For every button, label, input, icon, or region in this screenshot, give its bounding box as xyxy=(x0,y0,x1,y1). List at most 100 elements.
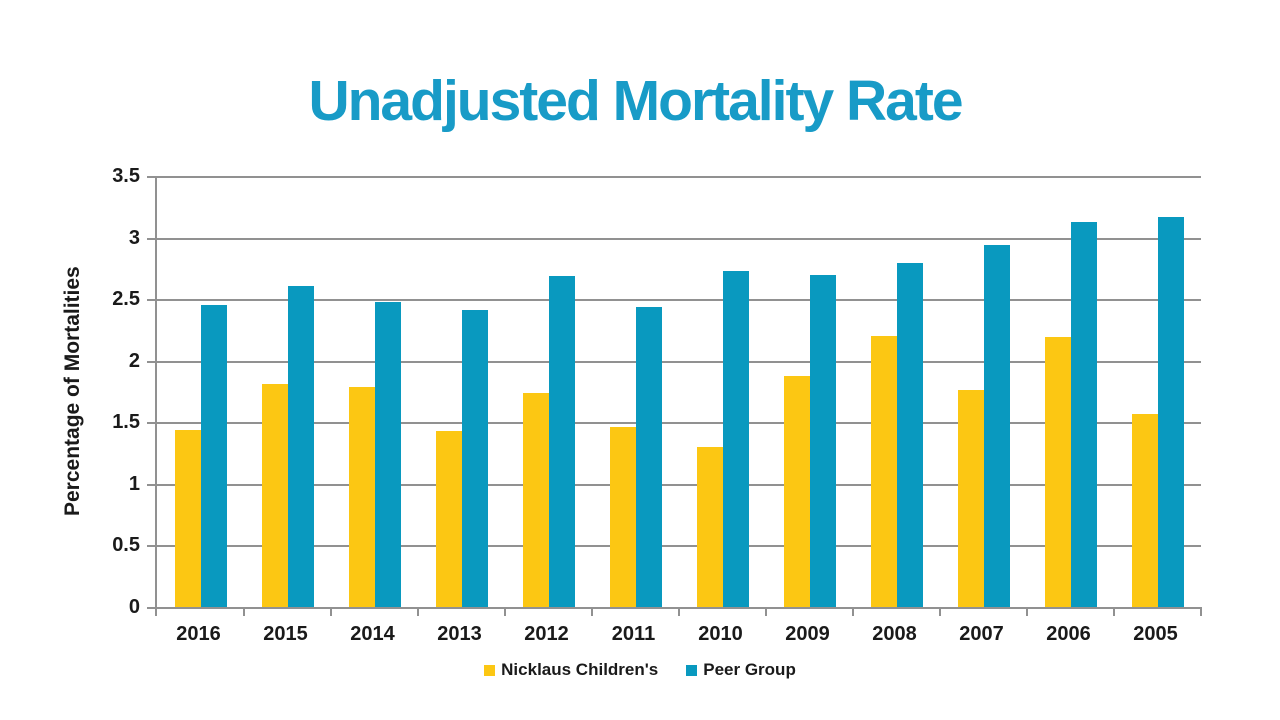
bar-peer-group-2016 xyxy=(200,305,227,607)
x-axis-label-2011: 2011 xyxy=(611,623,656,645)
gridline xyxy=(157,176,1201,178)
legend-swatch-peer-group xyxy=(686,664,698,676)
x-axis-labels: 2016 2015 2014 2013 2012 2011 2010 2009 2008 2007… xyxy=(155,618,1199,650)
x-axis-tick-mark xyxy=(1113,607,1115,616)
legend-swatch-nicklaus-children-s xyxy=(484,664,496,676)
y-axis-tick-mark xyxy=(147,545,157,548)
gridline xyxy=(157,483,1201,486)
bar-nicklaus-children-s-2012 xyxy=(522,392,549,607)
x-axis-tick-mark xyxy=(939,607,941,616)
x-axis-label-2008: 2008 xyxy=(872,623,917,645)
x-axis-label-2013: 2013 xyxy=(437,623,482,645)
bar-group-2010 xyxy=(679,176,766,607)
bar-group-2012 xyxy=(505,176,592,607)
bar-group-2011 xyxy=(592,176,679,607)
x-axis-tick-mark xyxy=(417,607,419,616)
bar-group-2015 xyxy=(244,176,331,607)
x-axis-tick-mark xyxy=(243,607,245,616)
gridline xyxy=(157,237,1201,240)
bar-nicklaus-children-s-2005 xyxy=(1131,413,1158,607)
bar-nicklaus-children-s-2008 xyxy=(870,336,897,607)
gridlines xyxy=(157,176,1201,607)
bar-group-2013 xyxy=(418,176,505,607)
x-axis-label-2010: 2010 xyxy=(698,623,743,645)
y-axis-tick-mark xyxy=(147,176,157,178)
y-axis-tick-mark xyxy=(147,237,157,240)
gridline xyxy=(157,360,1201,363)
x-axis-tick-mark xyxy=(155,607,157,616)
bar-nicklaus-children-s-2007 xyxy=(957,390,984,607)
x-axis-label-2007: 2007 xyxy=(959,623,1004,645)
legend-item-peer-group: Peer Group xyxy=(686,660,796,680)
bar-peer-group-2013 xyxy=(461,310,488,607)
x-axis-label-2014: 2014 xyxy=(350,623,395,645)
bar-groups xyxy=(157,176,1201,607)
bar-nicklaus-children-s-2016 xyxy=(174,429,201,607)
bar-peer-group-2010 xyxy=(722,270,749,607)
legend: Nicklaus Children's Peer Group xyxy=(0,660,1280,680)
x-axis-ticks xyxy=(155,607,1202,616)
y-axis-tick-label: 0.5 xyxy=(112,534,140,557)
chart-title: Unadjusted Mortality Rate xyxy=(308,69,963,133)
x-axis-tick-mark xyxy=(591,607,593,616)
legend-item-nicklaus-children-s: Nicklaus Children's xyxy=(484,660,658,680)
bar-peer-group-2008 xyxy=(896,263,923,607)
x-axis-tick-mark xyxy=(1200,607,1202,616)
y-axis-tick-mark xyxy=(147,360,157,363)
y-axis-tick-mark xyxy=(147,607,157,609)
y-axis-tick-label: 3.5 xyxy=(112,165,140,187)
bar-group-2008 xyxy=(853,176,940,607)
gridline xyxy=(157,299,1201,302)
bar-group-2016 xyxy=(157,176,244,607)
bar-peer-group-2014 xyxy=(374,301,401,607)
y-axis-tick-mark xyxy=(147,422,157,425)
bar-nicklaus-children-s-2011 xyxy=(609,427,636,607)
y-axis-ticks xyxy=(147,176,157,609)
y-axis-tick-label: 2 xyxy=(128,349,140,372)
legend-label-peer-group: Peer Group xyxy=(703,660,796,679)
y-axis-tick-label: 0 xyxy=(128,596,140,618)
legend-label-nicklaus-children-s: Nicklaus Children's xyxy=(501,660,659,679)
y-axis-tick-mark xyxy=(147,483,157,486)
bar-peer-group-2009 xyxy=(809,274,836,607)
bar-group-2014 xyxy=(331,176,418,607)
bar-group-2005 xyxy=(1114,176,1201,607)
y-axis-labels: 3.5 3 2.5 2 1.5 1 0.5 0 xyxy=(60,166,140,617)
bar-nicklaus-children-s-2009 xyxy=(783,375,810,607)
x-axis-label-2015: 2015 xyxy=(263,623,308,645)
x-axis-tick-mark xyxy=(678,607,680,616)
bar-group-2007 xyxy=(940,176,1027,607)
x-axis-tick-mark xyxy=(330,607,332,616)
x-axis-label-2016: 2016 xyxy=(176,623,221,645)
bar-peer-group-2005 xyxy=(1157,216,1184,607)
x-axis-tick-mark xyxy=(765,607,767,616)
bar-nicklaus-children-s-2015 xyxy=(261,384,288,607)
x-axis-tick-mark xyxy=(1026,607,1028,616)
x-axis-label-2009: 2009 xyxy=(785,623,830,645)
x-axis-label-2005: 2005 xyxy=(1133,623,1178,645)
x-axis-label-2012: 2012 xyxy=(524,623,569,645)
bar-group-2006 xyxy=(1027,176,1114,607)
bar-nicklaus-children-s-2014 xyxy=(348,386,375,607)
y-axis-tick-label: 1 xyxy=(128,472,140,495)
y-axis-tick-label: 1.5 xyxy=(112,411,140,434)
bar-group-2009 xyxy=(766,176,853,607)
gridline xyxy=(157,545,1201,548)
bar-nicklaus-children-s-2010 xyxy=(696,446,723,607)
y-axis-tick-label: 3 xyxy=(128,226,140,249)
bar-nicklaus-children-s-2006 xyxy=(1044,337,1071,607)
bar-nicklaus-children-s-2013 xyxy=(435,430,462,607)
bar-peer-group-2011 xyxy=(635,306,662,607)
x-axis-tick-mark xyxy=(852,607,854,616)
bar-peer-group-2006 xyxy=(1070,221,1097,607)
bar-peer-group-2015 xyxy=(287,285,314,607)
x-axis-label-2006: 2006 xyxy=(1046,623,1091,645)
y-axis-tick-mark xyxy=(147,299,157,302)
plot-area xyxy=(147,176,1202,616)
y-axis-tick-label: 2.5 xyxy=(112,288,140,311)
gridline xyxy=(157,422,1201,425)
bar-peer-group-2012 xyxy=(548,275,575,607)
x-axis-tick-mark xyxy=(504,607,506,616)
bar-peer-group-2007 xyxy=(983,244,1010,607)
